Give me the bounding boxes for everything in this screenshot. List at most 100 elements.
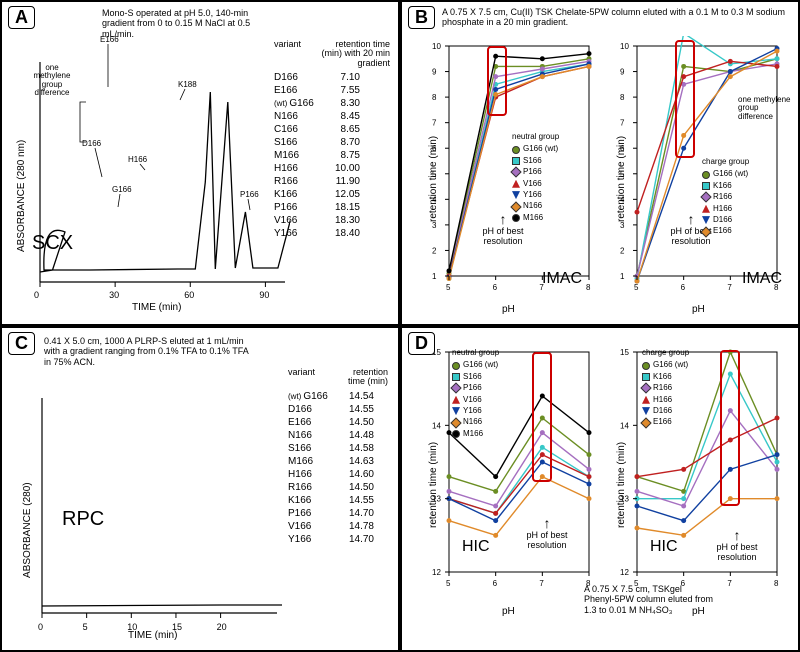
table-row: R16611.90 bbox=[274, 175, 390, 188]
svg-text:5: 5 bbox=[634, 283, 639, 292]
panel-b-label: B bbox=[408, 6, 435, 29]
panel-b-left-biglabel: IMAC bbox=[542, 270, 582, 288]
svg-text:P166: P166 bbox=[240, 190, 259, 199]
legend-item: R166 bbox=[702, 192, 749, 202]
svg-text:30: 30 bbox=[109, 290, 119, 300]
legend-item: Y166 bbox=[452, 406, 499, 416]
svg-text:7: 7 bbox=[727, 579, 732, 588]
legend-item: E166 bbox=[642, 417, 689, 427]
table-row: (wt)G16614.54 bbox=[288, 390, 388, 403]
legend-item: G166 (wt) bbox=[452, 360, 499, 370]
panel-c-caption: 0.41 X 5.0 cm, 1000 A PLRP-S eluted at 1… bbox=[44, 336, 254, 367]
legend-item: D166 bbox=[702, 215, 749, 225]
table-row: M16614.63 bbox=[288, 455, 388, 468]
panel-d-label: D bbox=[408, 332, 435, 355]
panel-d-left-ylabel: retention time (min) bbox=[428, 442, 439, 528]
svg-text:12: 12 bbox=[620, 568, 629, 577]
panel-b-charge-legend: charge group G166 (wt)K166R166H166D166E1… bbox=[702, 157, 749, 238]
legend-item: S166 bbox=[452, 372, 499, 382]
panel-b-left-ylabel: retention time (min) bbox=[428, 136, 439, 222]
legend-item: M166 bbox=[512, 213, 559, 223]
panel-b-left-chart: 567812345678910 bbox=[424, 36, 594, 306]
svg-text:G166: G166 bbox=[112, 185, 132, 194]
panel-a-chart: 0306090 E166 D166 G166 H166 K188 P166 bbox=[30, 32, 290, 312]
legend-item: V166 bbox=[512, 179, 559, 189]
panel-d-right-pharrow: ↑pH of best resolution bbox=[712, 528, 762, 563]
svg-text:K188: K188 bbox=[178, 80, 197, 89]
svg-text:10: 10 bbox=[620, 42, 629, 51]
svg-text:8: 8 bbox=[586, 283, 591, 292]
svg-text:9: 9 bbox=[432, 68, 437, 77]
table-row: P16614.70 bbox=[288, 507, 388, 520]
table-row: S1668.70 bbox=[274, 136, 390, 149]
panel-d-left-pharrow: ↑pH of best resolution bbox=[522, 516, 572, 551]
legend-item: M166 bbox=[452, 429, 499, 439]
svg-text:6: 6 bbox=[681, 283, 686, 292]
table-row: (wt)G1668.30 bbox=[274, 97, 390, 110]
table-row: C1668.65 bbox=[274, 123, 390, 136]
table-row: Y16618.40 bbox=[274, 227, 390, 240]
svg-text:90: 90 bbox=[259, 290, 269, 300]
legend-item: G166 (wt) bbox=[642, 360, 689, 370]
panel-d: D 567812131415 retention time (min) pH H… bbox=[400, 326, 800, 652]
legend-item: P166 bbox=[512, 167, 559, 177]
panel-b: B A 0.75 X 7.5 cm, Cu(II) TSK Chelate-5P… bbox=[400, 0, 800, 326]
table-row: Y16614.70 bbox=[288, 533, 388, 546]
table-row: P16618.15 bbox=[274, 201, 390, 214]
panel-b-left-redbox bbox=[487, 46, 507, 116]
legend-item: N166 bbox=[512, 201, 559, 211]
panel-d-left-biglabel: HIC bbox=[462, 538, 490, 556]
panel-d-right-biglabel: HIC bbox=[650, 538, 678, 556]
svg-text:5: 5 bbox=[446, 283, 451, 292]
legend-item: K166 bbox=[702, 181, 749, 191]
legend-item: V166 bbox=[452, 395, 499, 405]
legend-item: R166 bbox=[642, 383, 689, 393]
table-row: S16614.58 bbox=[288, 442, 388, 455]
panel-c-var-hdr: variant bbox=[288, 368, 334, 387]
legend-item: K166 bbox=[642, 372, 689, 382]
table-row: K16614.55 bbox=[288, 494, 388, 507]
svg-text:10: 10 bbox=[432, 42, 441, 51]
legend-item: H166 bbox=[642, 395, 689, 405]
svg-text:20: 20 bbox=[217, 622, 227, 632]
panel-c-label: C bbox=[8, 332, 35, 355]
svg-text:6: 6 bbox=[493, 579, 498, 588]
panel-d-right-ylabel: retention time (min) bbox=[616, 442, 627, 528]
svg-text:60: 60 bbox=[184, 290, 194, 300]
table-row: E16614.50 bbox=[288, 416, 388, 429]
svg-text:8: 8 bbox=[620, 93, 625, 102]
svg-text:8: 8 bbox=[432, 93, 437, 102]
svg-text:0: 0 bbox=[34, 290, 39, 300]
panel-d-charge-legend: charge group G166 (wt)K166R166H166D166E1… bbox=[642, 348, 689, 429]
panel-a-var-hdr: variant bbox=[274, 40, 320, 68]
panel-a-ylabel: ABSORBANCE (280 nm) bbox=[16, 140, 27, 252]
panel-b-caption: A 0.75 X 7.5 cm, Cu(II) TSK Chelate-5PW … bbox=[442, 7, 792, 28]
table-row: R16614.50 bbox=[288, 481, 388, 494]
panel-d-caption: A 0.75 X 7.5 cm, TSKgel Phenyl-5PW colum… bbox=[584, 584, 714, 615]
svg-text:7: 7 bbox=[432, 119, 437, 128]
legend-item: G166 (wt) bbox=[702, 169, 749, 179]
panel-c-chart: 05101520 bbox=[32, 368, 282, 638]
svg-text:7: 7 bbox=[727, 283, 732, 292]
panel-b-right-ylabel: retention time (min) bbox=[616, 136, 627, 222]
panel-c-table: variantretention time (min) (wt)G16614.5… bbox=[288, 368, 388, 546]
panel-d-neutral-legend: neutral group G166 (wt)S166P166V166Y166N… bbox=[452, 348, 499, 440]
panel-c-xlabel: TIME (min) bbox=[128, 630, 177, 641]
table-row: D1667.10 bbox=[274, 71, 390, 84]
legend-item: H166 bbox=[702, 204, 749, 214]
svg-text:5: 5 bbox=[83, 622, 88, 632]
panel-b-right-redbox bbox=[675, 40, 695, 158]
panel-d-right-redbox bbox=[720, 350, 740, 506]
legend-item: S166 bbox=[512, 156, 559, 166]
legend-item: E166 bbox=[702, 226, 749, 236]
table-row: D16614.55 bbox=[288, 403, 388, 416]
panel-c: C 0.41 X 5.0 cm, 1000 A PLRP-S eluted at… bbox=[0, 326, 400, 652]
table-row: H16614.60 bbox=[288, 468, 388, 481]
panel-c-rt-hdr: retention time (min) bbox=[334, 368, 388, 387]
svg-text:3: 3 bbox=[620, 221, 625, 230]
legend-item: P166 bbox=[452, 383, 499, 393]
svg-text:1: 1 bbox=[432, 272, 437, 281]
svg-text:14: 14 bbox=[432, 421, 441, 430]
svg-text:H166: H166 bbox=[128, 155, 148, 164]
svg-text:15: 15 bbox=[620, 348, 629, 357]
